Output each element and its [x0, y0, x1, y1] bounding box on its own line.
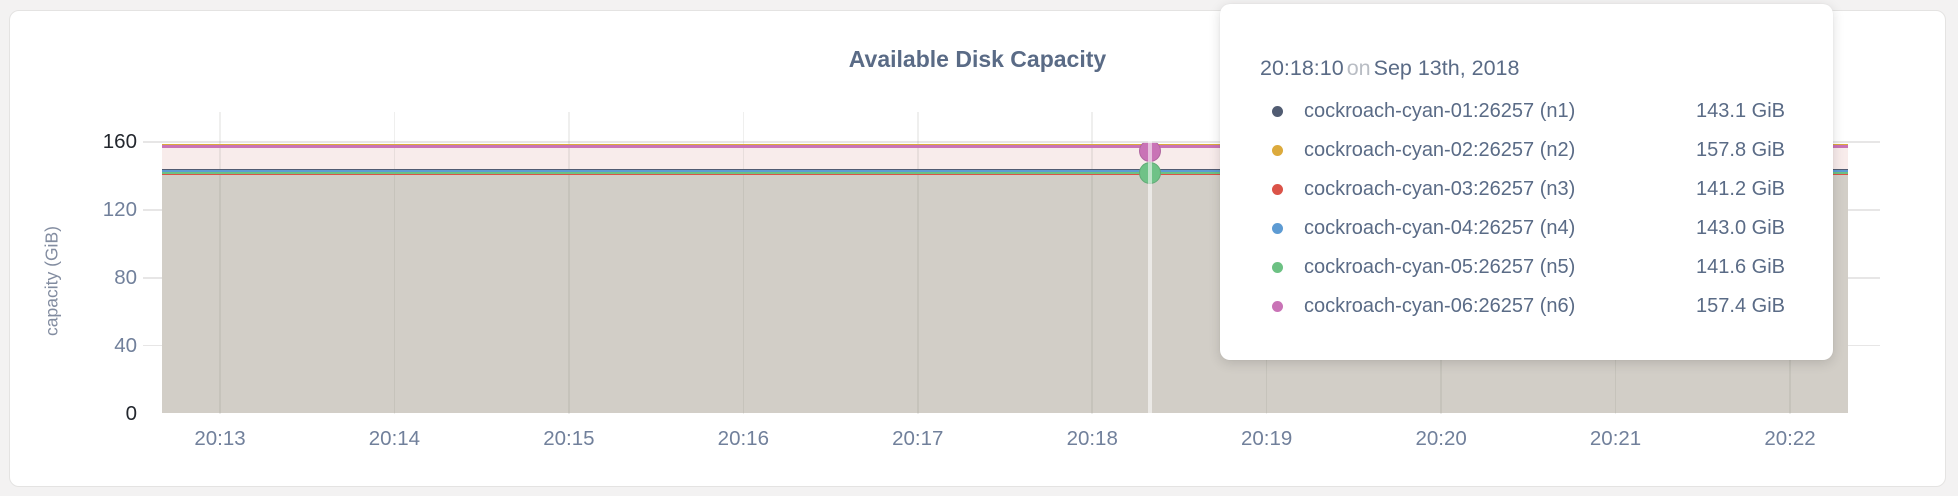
tooltip-series-name: cockroach-cyan-04:26257 (n4) — [1304, 217, 1576, 239]
x-tick-label: 20:22 — [1764, 427, 1816, 450]
tooltip-series-value: 157.8 GiB — [1696, 139, 1785, 161]
tooltip-row: cockroach-cyan-02:26257 (n2) 157.8 GiB — [1220, 131, 1833, 170]
tooltip-legend-rows: cockroach-cyan-01:26257 (n1) 143.1 GiB coc… — [1220, 92, 1833, 326]
tooltip-series-value: 143.0 GiB — [1696, 217, 1785, 239]
x-tick-label: 20:21 — [1589, 427, 1642, 450]
tooltip-row: cockroach-cyan-01:26257 (n1) 143.1 GiB — [1220, 92, 1833, 131]
series-color-dot — [1272, 106, 1283, 117]
x-tick-label: 20:19 — [1241, 427, 1293, 450]
hover-guideline-bar — [1148, 112, 1152, 414]
tooltip-timestamp: 20:18:10 on Sep 13th, 2018 — [1260, 56, 1519, 81]
x-tick-label: 20:14 — [368, 427, 421, 450]
tooltip-series-name: cockroach-cyan-05:26257 (n5) — [1304, 256, 1576, 278]
tooltip-series-name: cockroach-cyan-01:26257 (n1) — [1304, 100, 1576, 122]
series-line-n4 — [162, 169, 1848, 173]
tooltip-connector: on — [1346, 56, 1371, 80]
chart-title: Available Disk Capacity — [848, 46, 1107, 72]
tooltip-series-value: 141.6 GiB — [1696, 256, 1785, 278]
horizontal-gridline — [143, 141, 1880, 143]
y-tick-label: 160 — [102, 130, 137, 153]
x-tick-label: 20:16 — [717, 427, 769, 450]
tooltip-series-name: cockroach-cyan-03:26257 (n3) — [1304, 178, 1576, 200]
y-tick-label: 120 — [102, 197, 137, 221]
tooltip-series-name: cockroach-cyan-02:26257 (n2) — [1304, 139, 1576, 161]
series-line-n5 — [162, 171, 1848, 175]
y-tick-label: 40 — [114, 333, 137, 357]
y-tick-label: 0 — [125, 401, 137, 425]
y-tick-label: 80 — [114, 265, 137, 289]
x-tick-label: 20:20 — [1415, 427, 1467, 450]
tooltip-row: cockroach-cyan-03:26257 (n3) 141.2 GiB — [1220, 170, 1833, 209]
vertical-gridline — [568, 112, 570, 414]
tooltip-series-value: 157.4 GiB — [1696, 295, 1785, 317]
vertical-gridline — [742, 112, 745, 414]
vertical-gridline — [917, 112, 919, 414]
series-color-dot — [1272, 145, 1283, 156]
x-tick-label: 20:15 — [543, 427, 595, 450]
series-color-dot — [1272, 301, 1283, 312]
series-line-n6 — [162, 144, 1848, 148]
series-color-dot — [1272, 262, 1283, 273]
x-tick-label: 20:17 — [892, 427, 944, 450]
tooltip-row: cockroach-cyan-05:26257 (n5) 141.6 GiB — [1220, 248, 1833, 287]
tooltip-time: 20:18:10 — [1260, 56, 1344, 80]
tooltip-series-value: 143.1 GiB — [1696, 100, 1785, 122]
series-color-dot — [1272, 184, 1283, 195]
tooltip-row: cockroach-cyan-06:26257 (n6) 157.4 GiB — [1220, 287, 1833, 326]
vertical-gridline — [219, 112, 221, 414]
x-tick-label: 20:18 — [1066, 427, 1118, 450]
vertical-gridline — [1091, 112, 1093, 414]
tooltip-series-name: cockroach-cyan-06:26257 (n6) — [1304, 295, 1576, 317]
tooltip-date: Sep 13th, 2018 — [1373, 56, 1520, 80]
series-color-dot — [1272, 223, 1283, 234]
tooltip-row: cockroach-cyan-04:26257 (n4) 143.0 GiB — [1220, 209, 1833, 248]
x-tick-label: 20:13 — [194, 427, 246, 450]
vertical-gridline — [393, 112, 396, 414]
tooltip-series-value: 141.2 GiB — [1696, 178, 1785, 200]
hover-tooltip: 20:18:10 on Sep 13th, 2018 cockroach-cyan-… — [1220, 4, 1833, 360]
y-axis-label: capacity (GiB) — [41, 226, 62, 336]
